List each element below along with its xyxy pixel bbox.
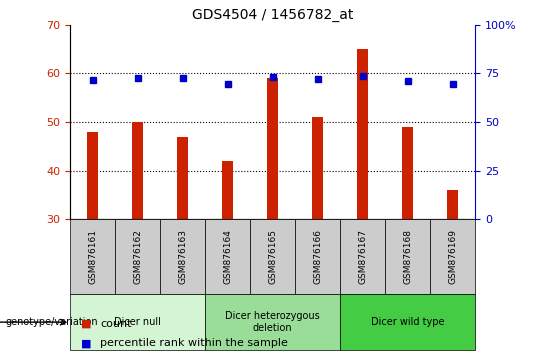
Bar [357,49,368,219]
Bar [132,122,143,219]
Text: GSM876166: GSM876166 [313,229,322,284]
Text: Dicer wild type: Dicer wild type [371,317,444,327]
Bar [205,219,250,294]
Text: ■: ■ [81,338,91,348]
Bar [177,137,188,219]
Text: count: count [100,319,131,329]
Bar [115,219,160,294]
Bar [340,219,385,294]
Bar [70,219,115,294]
Bar [70,294,205,350]
Text: GSM876169: GSM876169 [448,229,457,284]
Bar [250,219,295,294]
Bar [205,294,340,350]
Bar [402,127,413,219]
Bar [222,161,233,219]
Bar [385,219,430,294]
Text: GSM876163: GSM876163 [178,229,187,284]
Text: GSM876165: GSM876165 [268,229,277,284]
Text: genotype/variation: genotype/variation [5,317,98,327]
Bar [267,78,278,219]
Title: GDS4504 / 1456782_at: GDS4504 / 1456782_at [192,8,353,22]
Bar [430,219,475,294]
Text: GSM876162: GSM876162 [133,229,142,284]
Text: GSM876164: GSM876164 [223,229,232,284]
Text: ■: ■ [81,319,91,329]
Bar [340,294,475,350]
Bar [447,190,458,219]
Text: Dicer heterozygous
deletion: Dicer heterozygous deletion [225,311,320,333]
Text: Dicer null: Dicer null [114,317,161,327]
Text: GSM876168: GSM876168 [403,229,412,284]
Text: GSM876161: GSM876161 [88,229,97,284]
Text: GSM876167: GSM876167 [358,229,367,284]
Bar [160,219,205,294]
Text: percentile rank within the sample: percentile rank within the sample [100,338,288,348]
Bar [87,132,98,219]
Bar [295,219,340,294]
Bar [312,117,323,219]
